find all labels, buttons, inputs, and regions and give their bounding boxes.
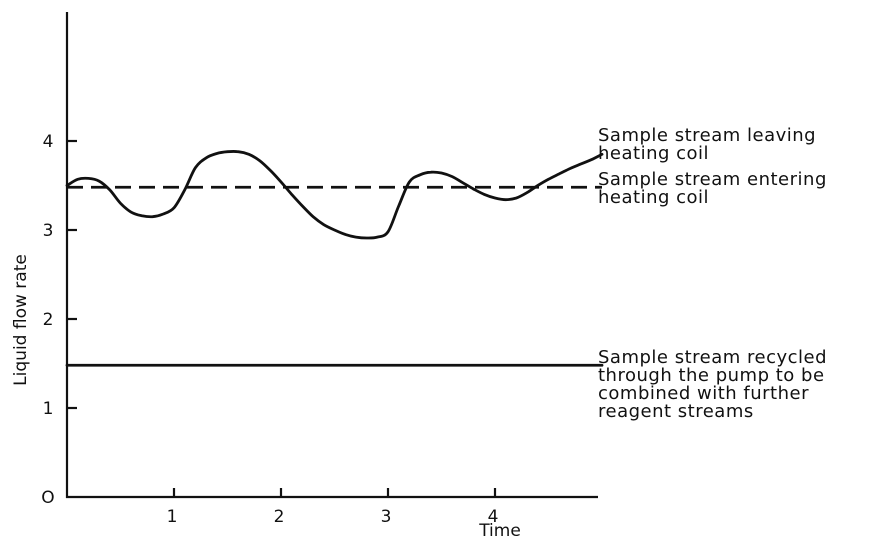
y-tick-label: 4 — [43, 132, 54, 152]
annotation-line: Sample stream leaving — [598, 125, 816, 146]
y-tick-label: 2 — [43, 310, 54, 330]
ticks-layer: 1 2 3 4 O 1 2 3 4 — [41, 132, 498, 527]
y-tick-label: O — [41, 488, 54, 508]
annotation-line: Sample stream recycled — [598, 347, 827, 368]
x-tick-label: 4 — [488, 507, 499, 527]
annotation-line: heating coil — [598, 143, 709, 164]
y-tick-label: 3 — [43, 221, 54, 241]
y-tick-label: 1 — [43, 399, 54, 419]
series-layer — [65, 150, 604, 367]
annotation-line: Sample stream entering — [598, 169, 827, 190]
x-tick-label: 2 — [274, 507, 285, 527]
x-tick-label: 3 — [381, 507, 392, 527]
annotation-line: heating coil — [598, 187, 709, 208]
y-axis-label: Liquid flow rate — [11, 254, 31, 386]
series-line-leaving-coil — [65, 150, 604, 240]
annotation-line: reagent streams — [598, 401, 754, 422]
annotation-line: through the pump to be — [598, 365, 825, 386]
annotation-line: combined with further — [598, 383, 809, 404]
x-axis-label: Time — [478, 521, 521, 541]
x-tick-label: 1 — [167, 507, 178, 527]
